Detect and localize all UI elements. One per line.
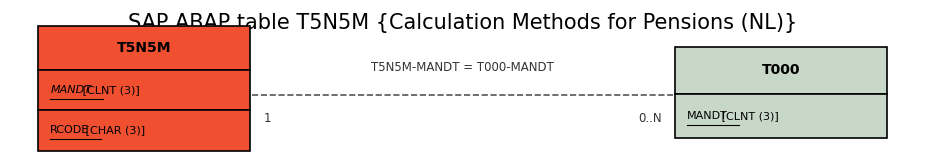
Text: T5N5M: T5N5M (117, 41, 171, 55)
Text: [CHAR (3)]: [CHAR (3)] (81, 125, 144, 135)
Text: T5N5M-MANDT = T000-MANDT: T5N5M-MANDT = T000-MANDT (371, 61, 554, 74)
Bar (674, 47, 887, 94)
Text: T000: T000 (761, 63, 800, 77)
Text: 1: 1 (264, 112, 271, 125)
Bar (38, 110, 251, 151)
Bar (38, 69, 251, 110)
Bar (674, 94, 887, 138)
Text: MANDT: MANDT (50, 85, 92, 95)
Text: MANDT: MANDT (686, 111, 727, 121)
Text: SAP ABAP table T5N5M {Calculation Methods for Pensions (NL)}: SAP ABAP table T5N5M {Calculation Method… (128, 13, 797, 33)
Text: [CLNT (3)]: [CLNT (3)] (718, 111, 779, 121)
Text: 0..N: 0..N (638, 112, 661, 125)
Text: [CLNT (3)]: [CLNT (3)] (79, 85, 140, 95)
Text: RCODE: RCODE (50, 125, 90, 135)
Bar (38, 26, 251, 69)
